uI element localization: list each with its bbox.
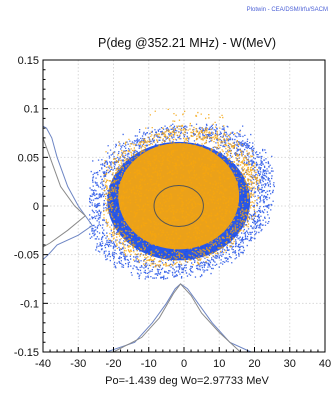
x-tick-label: 10 (213, 358, 225, 370)
profiles (42, 125, 252, 353)
y-tick-label: -0.1 (20, 298, 39, 310)
y-tick-label: 0.05 (18, 152, 39, 164)
x-axis: -40 -30 -20 -10 0 10 20 30 40 (35, 347, 331, 370)
y-tick-label: 0 (33, 201, 39, 213)
y-tick-label: 0.15 (18, 55, 39, 67)
y-tick-label: -0.15 (14, 347, 39, 359)
plot-area (42, 108, 275, 353)
particle-core (118, 143, 240, 250)
orange-particles (103, 108, 261, 268)
x-tick-label: -20 (106, 358, 122, 370)
phase-profile (113, 283, 241, 353)
energy-profile (42, 125, 94, 260)
x-tick-label: 40 (319, 358, 331, 370)
x-tick-label: 30 (284, 358, 296, 370)
x-tick-label: -40 (35, 358, 51, 370)
x-tick-label: -30 (70, 358, 86, 370)
x-tick-label: 20 (248, 358, 260, 370)
reference-ellipse-layer (153, 185, 204, 227)
y-axis: 0.15 0.1 0.05 0 -0.05 -0.1 -0.15 (14, 55, 48, 359)
x-tick-label: 0 (181, 358, 187, 370)
reference-ellipse (153, 185, 204, 227)
chart-title: P(deg @352.21 MHz) - W(MeV) (98, 36, 276, 50)
y-tick-label: 0.1 (24, 104, 39, 116)
credit-text: Plotwin - CEA/DSM/Irfu/SACM (247, 7, 328, 13)
x-tick-label: -10 (141, 358, 157, 370)
y-tick-label: -0.05 (14, 250, 39, 262)
x-axis-label: Po=-1.439 deg Wo=2.97733 MeV (105, 375, 269, 387)
energy-profile (42, 137, 87, 248)
